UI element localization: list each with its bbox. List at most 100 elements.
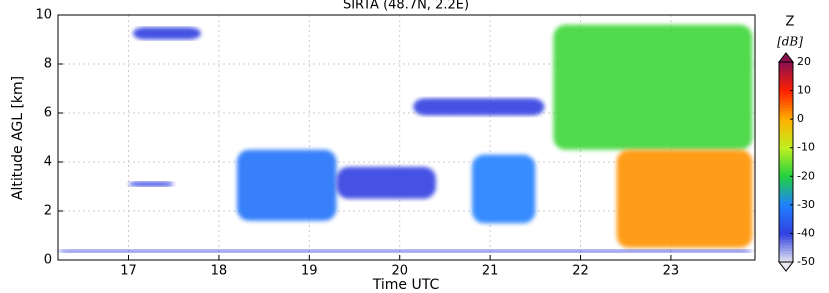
colorbar-segment bbox=[779, 211, 793, 214]
colorbar-segment bbox=[779, 128, 793, 131]
y-tick-label: 4 bbox=[44, 155, 52, 170]
x-tick-label: 22 bbox=[572, 264, 589, 279]
colorbar-tick-label: 0 bbox=[797, 112, 804, 125]
colorbar-segment bbox=[779, 131, 793, 134]
colorbar-segment bbox=[779, 193, 793, 196]
x-tick-label: 19 bbox=[301, 264, 318, 279]
colorbar-segment bbox=[779, 205, 793, 208]
chart-title: SIRTA (48.7N, 2.2E) bbox=[343, 0, 469, 13]
colorbar-segment bbox=[779, 165, 793, 168]
colorbar-segment bbox=[779, 256, 793, 259]
colorbar-segment bbox=[779, 113, 793, 116]
colorbar-segment bbox=[779, 125, 793, 128]
y-tick-label: 8 bbox=[44, 57, 52, 72]
colorbar-segment bbox=[779, 168, 793, 171]
colorbar-tick-label: -40 bbox=[797, 226, 815, 239]
colorbar-tick-label: -20 bbox=[797, 169, 815, 182]
colorbar-segment bbox=[779, 82, 793, 85]
colorbar-segment bbox=[779, 139, 793, 142]
colorbar-segment bbox=[779, 73, 793, 76]
colorbar-segment bbox=[779, 228, 793, 231]
colorbar-segment bbox=[779, 151, 793, 154]
echo bbox=[336, 167, 435, 199]
x-tick-label: 18 bbox=[211, 264, 228, 279]
colorbar-segment bbox=[779, 233, 793, 236]
colorbar-segment bbox=[779, 122, 793, 125]
x-tick-label: 21 bbox=[482, 264, 499, 279]
colorbar-segment bbox=[779, 102, 793, 105]
echo bbox=[472, 155, 535, 224]
colorbar-segment bbox=[779, 159, 793, 162]
colorbar-segment bbox=[779, 105, 793, 108]
colorbar-segment bbox=[779, 253, 793, 256]
colorbar-segment bbox=[779, 133, 793, 136]
colorbar-segment bbox=[779, 251, 793, 254]
colorbar-segment bbox=[779, 79, 793, 82]
colorbar-segment bbox=[779, 153, 793, 156]
colorbar-tick-label: -10 bbox=[797, 141, 815, 154]
colorbar-segment bbox=[779, 182, 793, 185]
colorbar-segment bbox=[779, 213, 793, 216]
echo bbox=[237, 150, 336, 221]
x-tick-label: 20 bbox=[391, 264, 408, 279]
colorbar-segment bbox=[779, 196, 793, 199]
colorbar-segment bbox=[779, 239, 793, 242]
colorbar-segment bbox=[779, 236, 793, 239]
echo bbox=[133, 27, 201, 39]
y-tick-label: 0 bbox=[44, 253, 52, 268]
colorbar-segment bbox=[779, 188, 793, 191]
colorbar-segment bbox=[779, 65, 793, 68]
colorbar-segment bbox=[779, 71, 793, 74]
colorbar-segment bbox=[779, 242, 793, 245]
x-axis-label: Time UTC bbox=[372, 277, 440, 293]
chart: SIRTA (48.7N, 2.2E) Time UTC Altitude AG… bbox=[0, 0, 829, 293]
colorbar-segment bbox=[779, 156, 793, 159]
colorbar-segment bbox=[779, 108, 793, 111]
echo bbox=[617, 150, 753, 248]
colorbar-segment bbox=[779, 162, 793, 165]
colorbar-segment bbox=[779, 171, 793, 174]
y-axis-label: Altitude AGL [km] bbox=[10, 76, 26, 200]
colorbar-segment bbox=[779, 208, 793, 211]
y-tick-label: 2 bbox=[44, 204, 52, 219]
colorbar-segment bbox=[779, 225, 793, 228]
colorbar-segment bbox=[779, 245, 793, 248]
x-tick-label: 17 bbox=[120, 264, 137, 279]
colorbar-segment bbox=[779, 136, 793, 139]
colorbar-extend-bottom bbox=[779, 262, 793, 271]
colorbar-tick-label: 10 bbox=[797, 84, 811, 97]
colorbar-segment bbox=[779, 191, 793, 194]
colorbar-segment bbox=[779, 119, 793, 122]
colorbar-segment bbox=[779, 85, 793, 88]
echo bbox=[58, 250, 752, 253]
echo bbox=[129, 182, 174, 187]
echo bbox=[553, 25, 752, 150]
colorbar-segment bbox=[779, 148, 793, 151]
colorbar-segment bbox=[779, 216, 793, 219]
colorbar-segment bbox=[779, 199, 793, 202]
colorbar-title: Z bbox=[786, 15, 795, 30]
colorbar-segment bbox=[779, 219, 793, 222]
y-tick-label: 10 bbox=[35, 8, 52, 23]
colorbar-tick-label: -30 bbox=[797, 198, 815, 211]
colorbar-segment bbox=[779, 99, 793, 102]
colorbar-segment bbox=[779, 96, 793, 99]
echo bbox=[413, 98, 544, 115]
colorbar-segment bbox=[779, 142, 793, 145]
colorbar-segment bbox=[779, 248, 793, 251]
colorbar-segment bbox=[779, 91, 793, 94]
colorbar-segment bbox=[779, 93, 793, 96]
colorbar-tick-label: -50 bbox=[797, 255, 815, 268]
colorbar-unit: [dB] bbox=[777, 35, 803, 49]
colorbar-segment bbox=[779, 179, 793, 182]
colorbar-segment bbox=[779, 76, 793, 79]
colorbar-segment bbox=[779, 111, 793, 114]
colorbar-segment bbox=[779, 176, 793, 179]
colorbar-segment bbox=[779, 222, 793, 225]
x-tick-label: 23 bbox=[663, 264, 680, 279]
colorbar-extend-top bbox=[779, 53, 793, 62]
y-tick-label: 6 bbox=[44, 106, 52, 121]
colorbar-segment bbox=[779, 68, 793, 71]
colorbar-segment bbox=[779, 185, 793, 188]
colorbar-segment bbox=[779, 62, 793, 65]
